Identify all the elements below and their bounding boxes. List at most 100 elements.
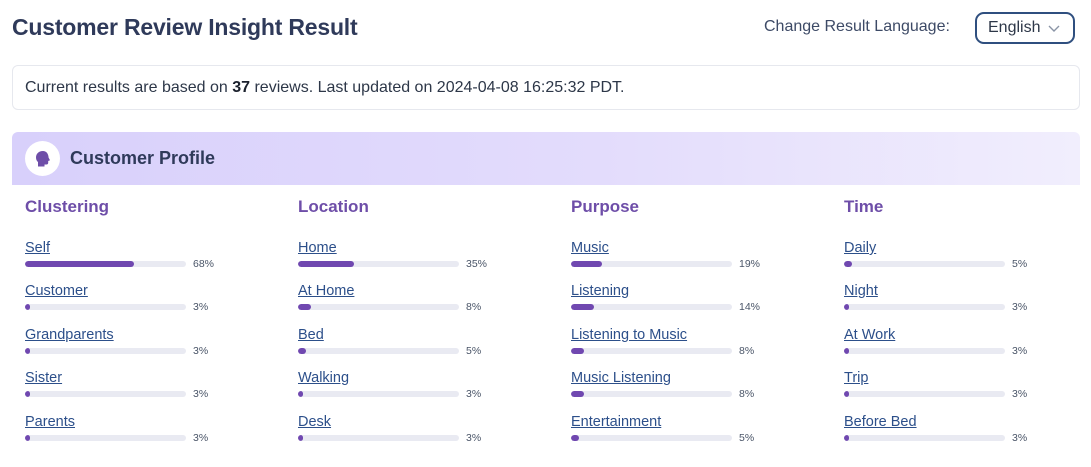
progress-fill bbox=[25, 391, 30, 397]
progress-bar bbox=[25, 435, 186, 441]
progress-bar bbox=[571, 435, 732, 441]
item-link[interactable]: Listening bbox=[571, 283, 630, 299]
column-clustering: Clustering Self 68% Customer 3% Grandparents 3… bbox=[25, 196, 255, 444]
list-item: Trip 3% bbox=[844, 370, 1074, 410]
language-select[interactable]: English bbox=[975, 12, 1075, 44]
list-item: Listening 14% bbox=[571, 283, 801, 323]
item-link[interactable]: Parents bbox=[25, 414, 75, 430]
list-item: At Home 8% bbox=[298, 283, 528, 323]
item-link[interactable]: Customer bbox=[25, 283, 88, 299]
progress-bar bbox=[571, 261, 732, 267]
review-count: 37 bbox=[232, 78, 251, 96]
progress-bar bbox=[571, 304, 732, 310]
customer-profile-header: Customer Profile bbox=[12, 132, 1080, 185]
progress-fill bbox=[571, 261, 602, 267]
column-title: Purpose bbox=[571, 197, 640, 216]
item-link[interactable]: Desk bbox=[298, 414, 332, 430]
list-item: Desk 3% bbox=[298, 414, 528, 454]
percent-label: 3% bbox=[1012, 432, 1028, 444]
page-title: Customer Review Insight Result bbox=[12, 14, 358, 40]
item-link[interactable]: Grandparents bbox=[25, 327, 114, 343]
results-summary: Current results are based on 37 reviews.… bbox=[12, 65, 1080, 110]
percent-label: 3% bbox=[193, 301, 209, 313]
percent-label: 3% bbox=[193, 345, 209, 357]
language-label: Change Result Language: bbox=[764, 18, 950, 35]
item-link[interactable]: Night bbox=[844, 283, 878, 299]
progress-bar bbox=[571, 391, 732, 397]
item-link[interactable]: Before Bed bbox=[844, 414, 917, 430]
progress-fill bbox=[844, 435, 849, 441]
item-link[interactable]: Music bbox=[571, 240, 609, 256]
progress-fill bbox=[298, 348, 307, 354]
list-item: Listening to Music 8% bbox=[571, 327, 801, 367]
progress-bar bbox=[298, 391, 459, 397]
list-item: Daily 5% bbox=[844, 240, 1074, 280]
item-link[interactable]: Music Listening bbox=[571, 370, 671, 386]
progress-bar bbox=[844, 304, 1005, 310]
percent-label: 3% bbox=[193, 432, 209, 444]
item-link[interactable]: Home bbox=[298, 240, 337, 256]
percent-label: 8% bbox=[739, 345, 755, 357]
progress-fill bbox=[25, 261, 135, 267]
progress-fill bbox=[844, 391, 849, 397]
list-item: Parents 3% bbox=[25, 414, 255, 454]
column-time: Time Daily 5% Night 3% At Work 3% Trip 3% Before … bbox=[844, 196, 1074, 444]
item-link[interactable]: Daily bbox=[844, 240, 877, 256]
progress-bar bbox=[298, 261, 459, 267]
progress-bar bbox=[844, 348, 1005, 354]
progress-fill bbox=[844, 348, 849, 354]
item-link[interactable]: Entertainment bbox=[571, 414, 662, 430]
item-link[interactable]: Bed bbox=[298, 327, 324, 343]
list-item: Entertainment 5% bbox=[571, 414, 801, 454]
progress-fill bbox=[298, 391, 303, 397]
progress-fill bbox=[298, 435, 303, 441]
percent-label: 5% bbox=[466, 345, 482, 357]
section-title: Customer Profile bbox=[70, 148, 216, 168]
progress-fill bbox=[844, 261, 853, 267]
progress-bar bbox=[571, 348, 732, 354]
progress-bar bbox=[25, 391, 186, 397]
item-link[interactable]: Trip bbox=[844, 370, 869, 386]
percent-label: 3% bbox=[1012, 388, 1028, 400]
progress-bar bbox=[844, 391, 1005, 397]
progress-bar bbox=[844, 435, 1005, 441]
progress-fill bbox=[25, 348, 30, 354]
progress-bar bbox=[25, 261, 186, 267]
item-link[interactable]: Sister bbox=[25, 370, 63, 386]
column-title: Location bbox=[298, 197, 369, 216]
percent-label: 8% bbox=[466, 301, 482, 313]
list-item: Home 35% bbox=[298, 240, 528, 280]
list-item: At Work 3% bbox=[844, 327, 1074, 367]
progress-bar bbox=[298, 304, 459, 310]
progress-fill bbox=[571, 348, 584, 354]
percent-label: 5% bbox=[1012, 258, 1028, 270]
item-link[interactable]: Walking bbox=[298, 370, 350, 386]
list-item: Bed 5% bbox=[298, 327, 528, 367]
language-value: English bbox=[988, 19, 1041, 36]
percent-label: 3% bbox=[466, 432, 482, 444]
progress-bar bbox=[298, 348, 459, 354]
item-link[interactable]: Listening to Music bbox=[571, 327, 688, 343]
progress-fill bbox=[571, 391, 584, 397]
percent-label: 3% bbox=[1012, 345, 1028, 357]
percent-label: 35% bbox=[466, 258, 488, 270]
progress-fill bbox=[571, 304, 594, 310]
item-link[interactable]: Self bbox=[25, 240, 50, 256]
column-location: Location Home 35% At Home 8% Bed 5% Walking 3% De… bbox=[298, 196, 528, 444]
percent-label: 3% bbox=[193, 388, 209, 400]
item-link[interactable]: At Home bbox=[298, 283, 355, 299]
list-item: Night 3% bbox=[844, 283, 1074, 323]
percent-label: 8% bbox=[739, 388, 755, 400]
list-item: Self 68% bbox=[25, 240, 255, 280]
summary-suffix: reviews. Last updated on 2024-04-08 16:2… bbox=[250, 78, 625, 96]
progress-fill bbox=[298, 261, 355, 267]
percent-label: 5% bbox=[739, 432, 755, 444]
progress-bar bbox=[844, 261, 1005, 267]
item-link[interactable]: At Work bbox=[844, 327, 896, 343]
progress-fill bbox=[844, 304, 849, 310]
head-profile-icon bbox=[25, 141, 60, 176]
list-item: Grandparents 3% bbox=[25, 327, 255, 367]
progress-fill bbox=[25, 435, 30, 441]
progress-bar bbox=[298, 435, 459, 441]
progress-bar bbox=[25, 304, 186, 310]
